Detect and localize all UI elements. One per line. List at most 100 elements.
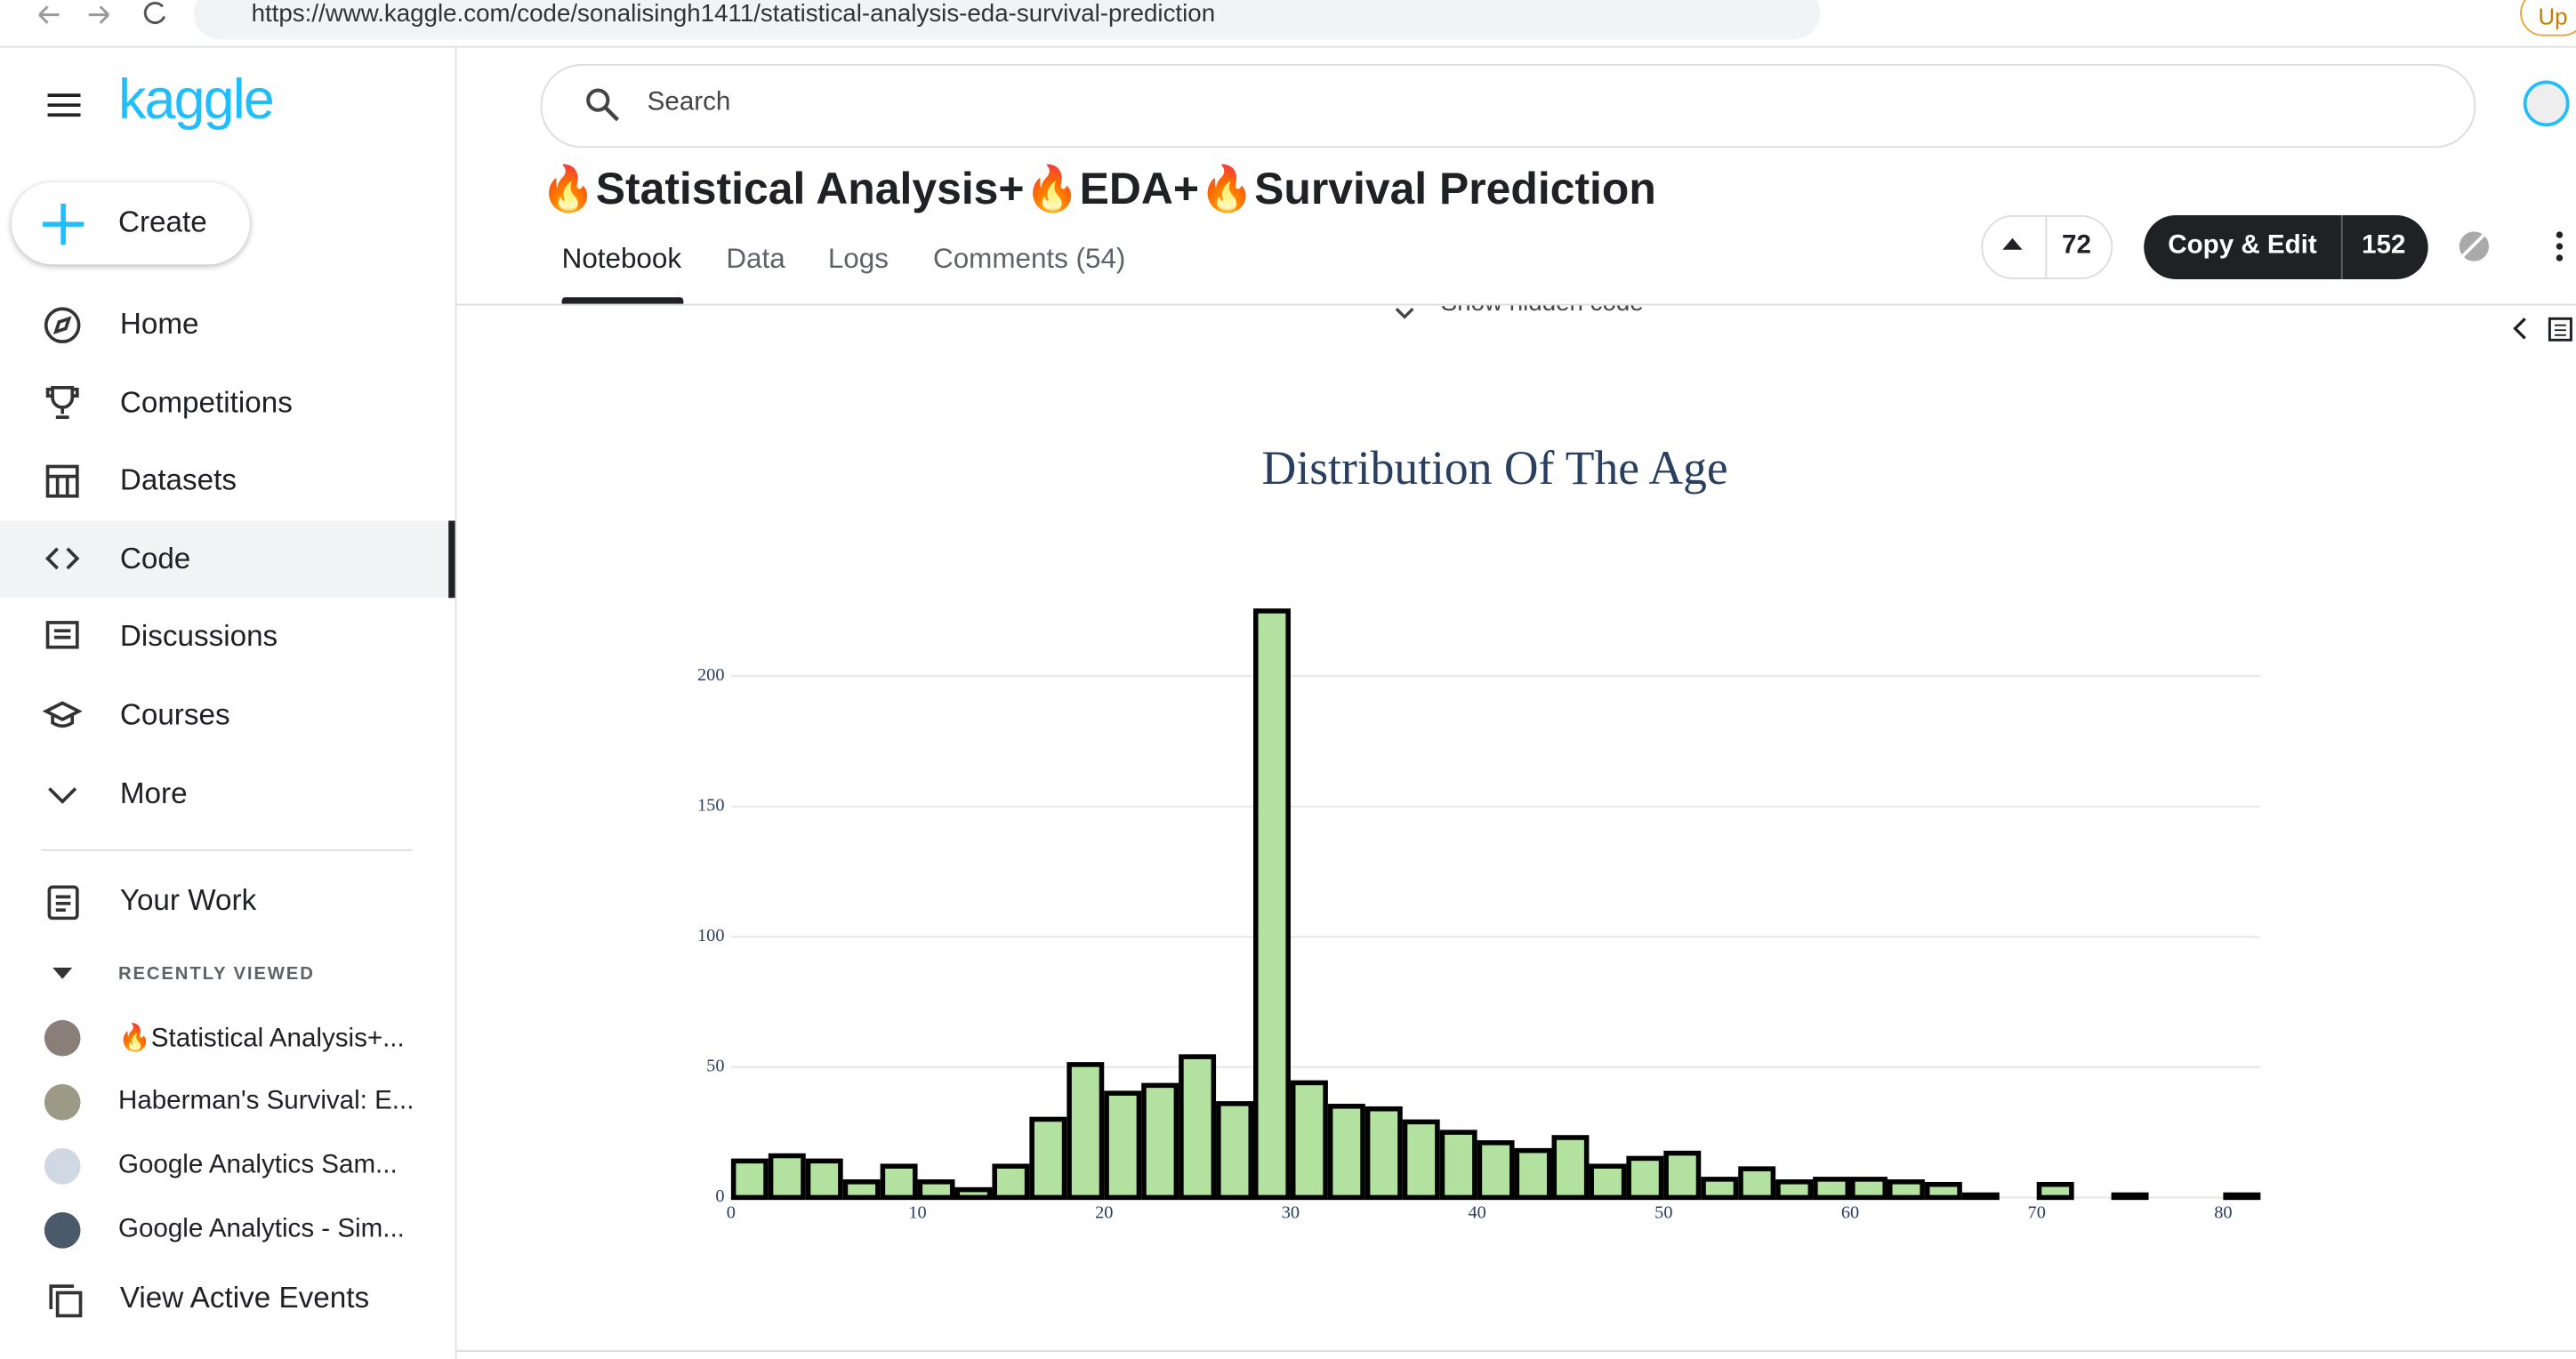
nav-icon — [48, 787, 77, 805]
browser-nav-icons — [38, 2, 166, 25]
nav-label[interactable]: Courses — [119, 697, 230, 731]
recent-item[interactable]: Google Analytics Sam... — [0, 1142, 444, 1191]
nav-icon — [43, 700, 83, 728]
bar — [1775, 1179, 1814, 1201]
nav-icon — [45, 464, 79, 498]
nav-item[interactable]: Competitions — [0, 364, 450, 441]
bar — [1887, 1179, 1925, 1201]
bar — [1961, 1192, 2000, 1201]
x-tick-label: 20 — [1095, 1203, 1113, 1223]
collapse-caret[interactable] — [52, 967, 73, 981]
recent-item[interactable]: Haberman's Survival: E... — [0, 1078, 444, 1127]
bar — [1738, 1166, 1776, 1201]
y-tick-label: 100 — [697, 926, 724, 945]
x-tick-label: 0 — [727, 1203, 736, 1223]
bar — [2111, 1192, 2149, 1201]
update-button[interactable]: Up — [2520, 0, 2576, 36]
nav-item[interactable]: More — [0, 755, 450, 832]
nav-item[interactable]: Courses — [0, 677, 450, 754]
your-work-icon — [47, 885, 79, 921]
bar — [1029, 1116, 1067, 1201]
copy-edit-button[interactable] — [2144, 214, 2428, 279]
x-tick-label: 40 — [1468, 1203, 1485, 1223]
bar — [917, 1179, 955, 1201]
right-panel-icons[interactable] — [2510, 316, 2576, 345]
hidden-code-chevron[interactable] — [1395, 306, 1414, 322]
tab[interactable]: Data — [726, 243, 785, 275]
active-indicator — [448, 520, 455, 599]
bar — [730, 1158, 769, 1201]
divider — [41, 848, 413, 851]
bar — [1589, 1163, 1627, 1201]
copy-count: 152 — [2362, 231, 2406, 260]
notebook-title: 🔥Statistical Analysis+🔥EDA+🔥Survival Pre… — [540, 164, 1656, 214]
x-tick-label: 10 — [908, 1203, 926, 1223]
nav-item[interactable]: Discussions — [0, 599, 450, 676]
recent-label[interactable]: Google Analytics Sam... — [117, 1151, 398, 1180]
nav-item[interactable]: Code — [0, 520, 451, 598]
recent-item[interactable]: 🔥Statistical Analysis+... — [0, 1014, 444, 1063]
bar — [1850, 1177, 1888, 1201]
bottom-border — [456, 1350, 2576, 1352]
bar — [1514, 1147, 1552, 1201]
bar — [1327, 1104, 1365, 1201]
your-work[interactable]: Your Work — [119, 883, 257, 917]
nav-icon — [44, 306, 81, 343]
nav-label[interactable]: Competitions — [119, 385, 293, 419]
url-bar[interactable] — [193, 0, 1821, 40]
bar — [1813, 1177, 1851, 1201]
create-icon — [43, 204, 85, 245]
bar — [1290, 1080, 1328, 1201]
nav-icon — [45, 620, 79, 649]
nav-item[interactable]: Datasets — [0, 442, 450, 519]
upvote-count: 72 — [2062, 231, 2091, 260]
header-icons[interactable] — [2456, 229, 2571, 268]
upvote-arrow[interactable] — [2002, 237, 2023, 252]
recent-item[interactable]: Google Analytics - Sim... — [0, 1206, 444, 1255]
bar — [1439, 1130, 1477, 1201]
nav-label[interactable]: More — [119, 776, 188, 809]
x-tick-label: 70 — [2028, 1203, 2046, 1223]
bar — [1701, 1177, 1739, 1201]
tab[interactable]: Notebook — [561, 243, 682, 275]
y-tick-label: 0 — [715, 1186, 724, 1206]
bar — [1663, 1150, 1702, 1201]
upvote-button[interactable] — [1981, 214, 2113, 279]
search-placeholder[interactable]: Search — [647, 88, 731, 117]
nav-label[interactable]: Home — [119, 307, 199, 341]
nav-label[interactable]: Discussions — [119, 620, 278, 653]
y-tick-label: 150 — [697, 795, 724, 815]
header-border — [456, 303, 2576, 306]
nav-item[interactable]: Home — [0, 285, 450, 363]
recent-label[interactable]: Google Analytics - Sim... — [117, 1215, 405, 1244]
copy-edit-label[interactable]: Copy & Edit — [2168, 231, 2317, 260]
recently-viewed-label: RECENTLY VIEWED — [117, 964, 315, 985]
search-box[interactable] — [540, 64, 2476, 149]
nav-label[interactable]: Code — [119, 542, 191, 575]
show-hidden-code[interactable]: Show hidden code — [1441, 306, 1644, 318]
nav-label[interactable]: Datasets — [119, 463, 237, 497]
notebook-body: Show hidden code Distribution Of The Age… — [456, 306, 2576, 1351]
bar — [954, 1186, 993, 1201]
profile-avatar[interactable] — [2520, 77, 2576, 133]
recent-label[interactable]: 🔥Statistical Analysis+... — [117, 1025, 405, 1053]
recent-avatar — [44, 1083, 81, 1121]
create-label[interactable]: Create — [117, 205, 207, 238]
bar — [1141, 1082, 1179, 1201]
recent-label[interactable]: Haberman's Survival: E... — [117, 1087, 415, 1116]
kaggle-logo[interactable]: kaggle — [117, 68, 275, 132]
bar — [1924, 1181, 1962, 1201]
bar — [2223, 1192, 2261, 1201]
view-active-events[interactable]: View Active Events — [119, 1281, 370, 1315]
sidebar-border — [455, 45, 457, 1359]
menu-icon[interactable] — [46, 91, 83, 120]
tab[interactable]: Comments (54) — [933, 243, 1126, 275]
bar — [1477, 1140, 1515, 1201]
bar — [768, 1153, 806, 1201]
nav-icon — [45, 386, 79, 420]
chart: Distribution Of The Age 0 50 100 150 200 0 10 2… — [697, 441, 2261, 1223]
url-text[interactable]: https://www.kaggle.com/code/sonalisingh1… — [251, 0, 1216, 28]
x-tick-label: 50 — [1654, 1203, 1672, 1223]
tab[interactable]: Logs — [827, 243, 889, 275]
tab-underline — [561, 297, 684, 304]
